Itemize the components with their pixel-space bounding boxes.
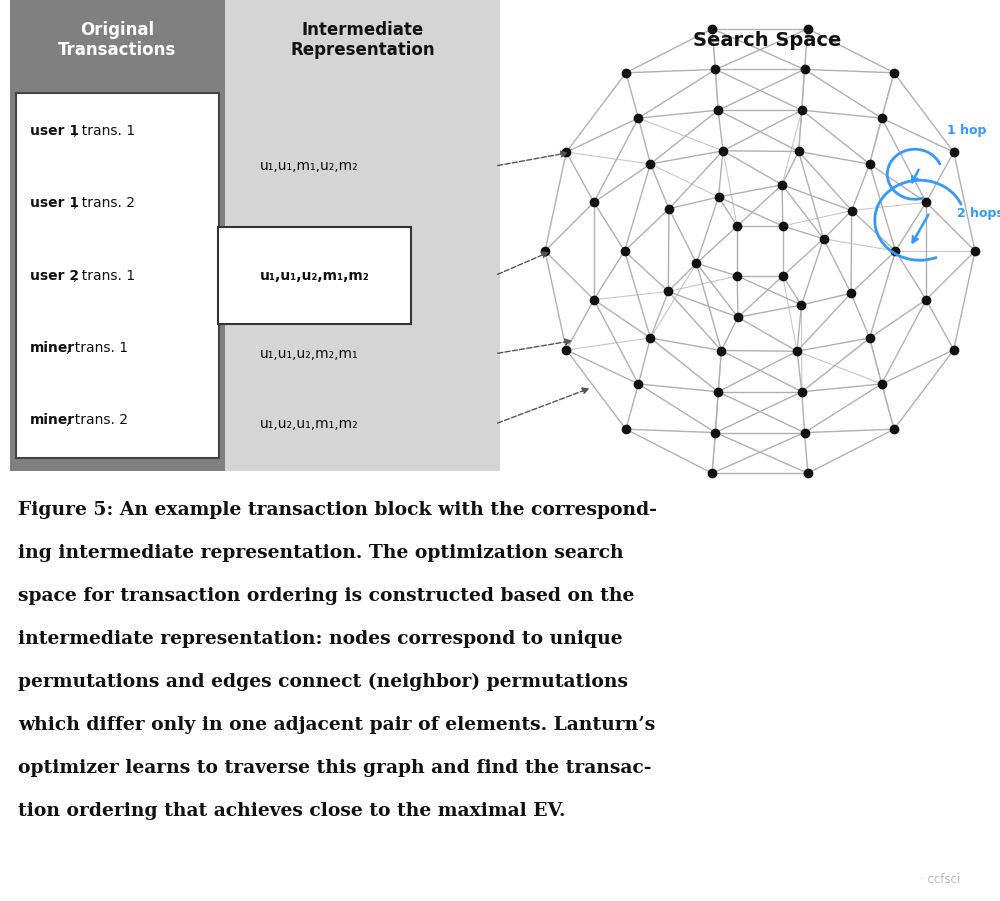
Text: , trans. 1: , trans. 1 xyxy=(73,124,135,138)
Bar xyxy=(10,0,225,471)
Text: , trans. 2: , trans. 2 xyxy=(66,413,128,427)
Text: user 2: user 2 xyxy=(30,268,79,283)
Text: intermediate representation: nodes correspond to unique: intermediate representation: nodes corre… xyxy=(18,630,623,648)
Text: 2 hops: 2 hops xyxy=(957,207,1000,220)
Text: user 1: user 1 xyxy=(30,196,79,210)
Text: Intermediate
Representation: Intermediate Representation xyxy=(290,21,435,59)
Text: miner: miner xyxy=(30,413,75,427)
Text: tion ordering that achieves close to the maximal EV.: tion ordering that achieves close to the… xyxy=(18,802,566,820)
Text: 1 hop: 1 hop xyxy=(947,124,986,137)
FancyBboxPatch shape xyxy=(16,93,219,458)
Text: ing intermediate representation. The optimization search: ing intermediate representation. The opt… xyxy=(18,544,624,562)
Text: Search Space: Search Space xyxy=(693,31,842,50)
Text: miner: miner xyxy=(30,341,75,355)
Text: · ccfsci: · ccfsci xyxy=(920,873,960,886)
Text: Figure 5: An example transaction block with the correspond-: Figure 5: An example transaction block w… xyxy=(18,501,657,519)
Text: optimizer learns to traverse this graph and find the transac-: optimizer learns to traverse this graph … xyxy=(18,759,652,777)
Text: u₁,u₁,u₂,m₂,m₁: u₁,u₁,u₂,m₂,m₁ xyxy=(260,347,359,360)
Text: , trans. 1: , trans. 1 xyxy=(66,341,128,355)
Text: space for transaction ordering is constructed based on the: space for transaction ordering is constr… xyxy=(18,587,634,605)
Text: u₁,u₂,u₁,m₁,m₂: u₁,u₂,u₁,m₁,m₂ xyxy=(260,417,359,431)
Text: , trans. 2: , trans. 2 xyxy=(73,196,135,210)
Text: , trans. 1: , trans. 1 xyxy=(73,268,135,283)
Text: u₁,u₁,u₂,m₁,m₂: u₁,u₁,u₂,m₁,m₂ xyxy=(260,268,370,283)
Text: permutations and edges connect (neighbor) permutations: permutations and edges connect (neighbor… xyxy=(18,673,628,691)
Text: user 1: user 1 xyxy=(30,124,79,138)
Text: Original
Transactions: Original Transactions xyxy=(58,21,177,59)
Bar xyxy=(225,0,500,471)
Text: which differ only in one adjacent pair of elements. Lanturn’s: which differ only in one adjacent pair o… xyxy=(18,716,655,734)
Text: u₁,u₁,m₁,u₂,m₂: u₁,u₁,m₁,u₂,m₂ xyxy=(260,159,359,173)
